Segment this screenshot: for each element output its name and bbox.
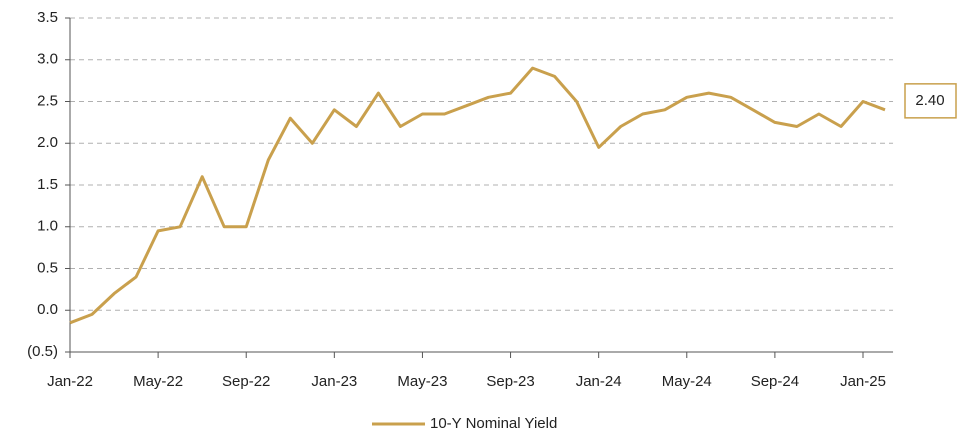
value-label-box (904, 83, 957, 119)
y-tick-label: 0.0 (37, 301, 58, 318)
x-tick-label: Jan-22 (47, 373, 93, 390)
y-tick-label: 2.0 (37, 134, 58, 151)
x-tick-label: Jan-24 (576, 373, 622, 390)
y-tick-label: 0.5 (37, 259, 58, 276)
y-tick-label: (0.5) (27, 343, 58, 360)
y-tick-label: 3.0 (37, 51, 58, 68)
x-tick-label: Sep-24 (751, 373, 799, 390)
x-tick-label: Sep-22 (222, 373, 270, 390)
y-tick-label: 1.5 (37, 176, 58, 193)
value-label: 2.40 (915, 92, 944, 109)
x-tick-label: Jan-23 (311, 373, 357, 390)
y-tick-label: 2.5 (37, 92, 58, 109)
x-tick-label: May-23 (397, 373, 447, 390)
line-series (69, 66, 886, 325)
x-tick-label: May-22 (133, 373, 183, 390)
y-tick-label: 3.5 (37, 9, 58, 26)
x-tick-label: Sep-23 (486, 373, 534, 390)
legend-label: 10-Y Nominal Yield (430, 415, 557, 432)
x-tick-label: May-24 (662, 373, 712, 390)
y-tick-label: 1.0 (37, 218, 58, 235)
x-tick-label: Jan-25 (840, 373, 886, 390)
